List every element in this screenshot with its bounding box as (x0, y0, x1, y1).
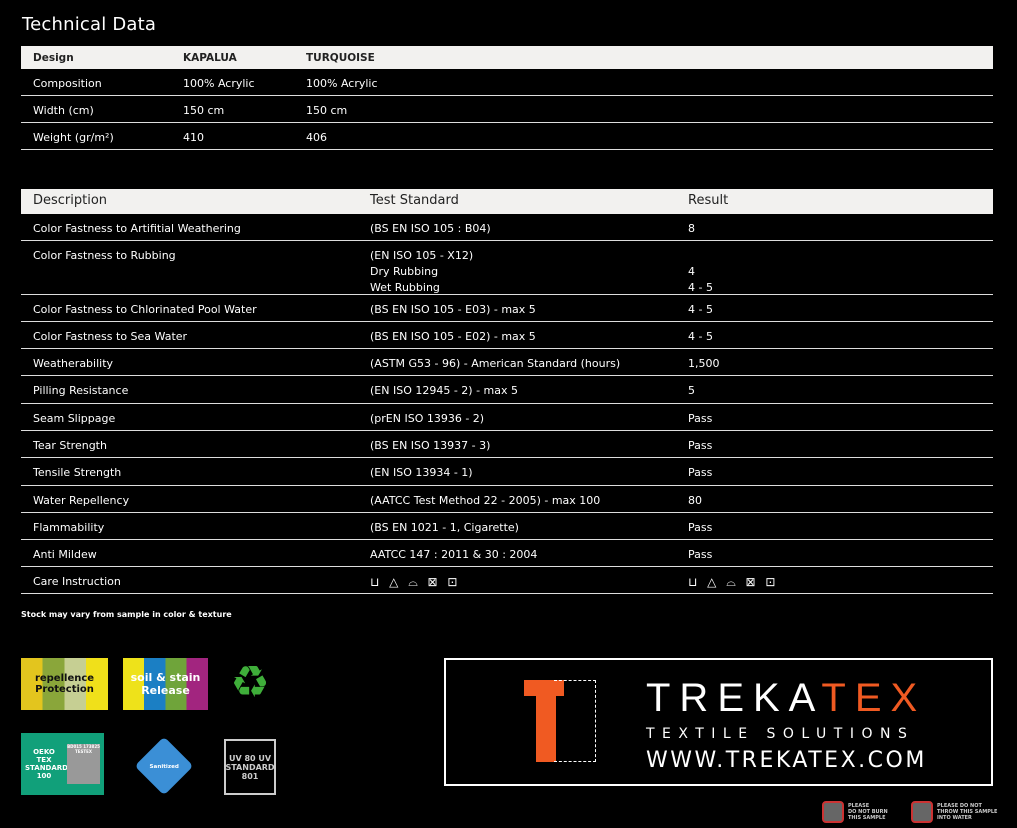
table-row: Tensile Strength (EN ISO 13934 - 1) Pass (21, 458, 993, 486)
table-row: Flammability (BS EN 1021 - 1, Cigarette) P… (21, 513, 993, 540)
cell: 80 (688, 494, 702, 507)
cell: (BS EN 1021 - 1, Cigarette) (370, 521, 519, 534)
cell: 150 cm (183, 104, 225, 117)
cell: Color Fastness to Sea Water (33, 330, 188, 343)
trekatex-t-logo (524, 680, 596, 762)
cell: 4 - 5 (688, 303, 713, 316)
brand-tagline: TEXTILE SOLUTIONS (646, 726, 915, 742)
cell: (BS EN ISO 13937 - 3) (370, 439, 491, 452)
cell: Test Standard (370, 193, 459, 208)
cell: Color Fastness to Artifitial Weathering (33, 222, 241, 235)
table-row: Color Fastness to Chlorinated Pool Water… (21, 295, 993, 322)
table-row: Color Fastness to Rubbing (EN ISO 105 - X… (21, 241, 993, 295)
cell: ⊔ △ ⌓ ⊠ ⊡ (370, 575, 461, 589)
cell: Pass (688, 548, 713, 561)
table-header: Description Test Standard Result (21, 189, 993, 214)
recycle-icon: ♻ (230, 656, 270, 708)
stock-note: Stock may vary from sample in color & te… (21, 610, 232, 619)
test-table: Description Test Standard Result Color Fast… (21, 189, 993, 594)
no-burn-icon (822, 801, 844, 823)
table-row: Color Fastness to Sea Water (BS EN ISO 10… (21, 322, 993, 349)
cell: Color Fastness to Rubbing (33, 249, 176, 262)
cell: Seam Slippage (33, 412, 116, 425)
cell: Anti Mildew (33, 548, 97, 561)
cell: Tensile Strength (33, 466, 122, 479)
table-row: Width (cm) 150 cm 150 cm (21, 96, 993, 123)
cell: 8 (688, 222, 695, 235)
cell: Pilling Resistance (33, 384, 129, 397)
cell: Color Fastness to Chlorinated Pool Water (33, 303, 257, 316)
cell: (EN ISO 12945 - 2) - max 5 (370, 384, 519, 397)
table-row: Care Instruction ⊔ △ ⌓ ⊠ ⊡ ⊔ △ ⌓ ⊠ ⊡ (21, 567, 993, 594)
cell: (BS EN ISO 105 - E03) - max 5 (370, 303, 536, 316)
table-row: Composition 100% Acrylic 100% Acrylic (21, 69, 993, 96)
cell: TURQUOISE (306, 52, 375, 64)
cell: Design (33, 52, 74, 64)
soil-stain-release-logo: soil & stain Release (123, 658, 208, 710)
brand-name: TREKATEX (646, 676, 927, 720)
oeko-tex-logo: OEKO TEX STANDARD 100 BD015 173825 TESTEX (21, 733, 104, 795)
sanitized-logo: Sanitized (134, 736, 194, 796)
uv-standard-logo: UV 80 UV STANDARD 801 (224, 739, 276, 795)
trekatex-brand-box: TREKATEX TEXTILE SOLUTIONS WWW.TREKATEX.… (444, 658, 993, 786)
spec-table: Design KAPALUA TURQUOISE Composition 100% Ac… (21, 46, 993, 150)
cell: (EN ISO 105 - X12) Dry Rubbing Wet Rubbi… (370, 249, 474, 294)
cell: Pass (688, 521, 713, 534)
cell: (AATCC Test Method 22 - 2005) - max 100 (370, 494, 601, 507)
cell: 100% Acrylic (183, 77, 255, 90)
cell: (BS EN ISO 105 : B04) (370, 222, 491, 235)
do-not-throw-warning: PLEASE DO NOT THROW THIS SAMPLE INTO WAT… (911, 801, 997, 823)
cell: Composition (33, 77, 102, 90)
table-row: Tear Strength (BS EN ISO 13937 - 3) Pass (21, 431, 993, 458)
brand-url[interactable]: WWW.TREKATEX.COM (646, 748, 927, 773)
table-row: Seam Slippage (prEN ISO 13936 - 2) Pass (21, 404, 993, 431)
cell: 1,500 (688, 357, 720, 370)
cell: (ASTM G53 - 96) - American Standard (hou… (370, 357, 621, 370)
cell: Tear Strength (33, 439, 107, 452)
cell: Result (688, 193, 729, 208)
cell: 5 (688, 384, 695, 397)
no-water-icon (911, 801, 933, 823)
cell: Width (cm) (33, 104, 94, 117)
cell: KAPALUA (183, 52, 237, 64)
cell: (prEN ISO 13936 - 2) (370, 412, 485, 425)
table-header: Design KAPALUA TURQUOISE (21, 46, 993, 69)
cell: 4 4 - 5 (688, 265, 713, 294)
do-not-burn-warning: PLEASE DO NOT BURN THIS SAMPLE (822, 801, 888, 823)
cell: 4 - 5 (688, 330, 713, 343)
cell: Flammability (33, 521, 105, 534)
cell: 100% Acrylic (306, 77, 378, 90)
cell: AATCC 147 : 2011 & 30 : 2004 (370, 548, 538, 561)
cell: Weatherability (33, 357, 114, 370)
cell: Pass (688, 412, 713, 425)
cell: 410 (183, 131, 204, 144)
cell: Water Repellency (33, 494, 130, 507)
table-row: Water Repellency (AATCC Test Method 22 - … (21, 486, 993, 513)
cell: Pass (688, 439, 713, 452)
cell: Care Instruction (33, 575, 121, 588)
cell: Description (33, 193, 108, 208)
table-row: Color Fastness to Artifitial Weathering (… (21, 214, 993, 241)
table-row: Weatherability (ASTM G53 - 96) - American… (21, 349, 993, 376)
page-title: Technical Data (22, 14, 157, 35)
cell: ⊔ △ ⌓ ⊠ ⊡ (688, 575, 779, 589)
cell: (EN ISO 13934 - 1) (370, 466, 473, 479)
table-row: Pilling Resistance (EN ISO 12945 - 2) - m… (21, 376, 993, 404)
table-row: Weight (gr/m²) 410 406 (21, 123, 993, 150)
cell: Weight (gr/m²) (33, 131, 114, 144)
repellence-protection-logo: repellence Protection (21, 658, 108, 710)
cell: (BS EN ISO 105 - E02) - max 5 (370, 330, 536, 343)
cell: 150 cm (306, 104, 348, 117)
table-row: Anti Mildew AATCC 147 : 2011 & 30 : 2004 P… (21, 540, 993, 567)
cell: Pass (688, 466, 713, 479)
cell: 406 (306, 131, 327, 144)
